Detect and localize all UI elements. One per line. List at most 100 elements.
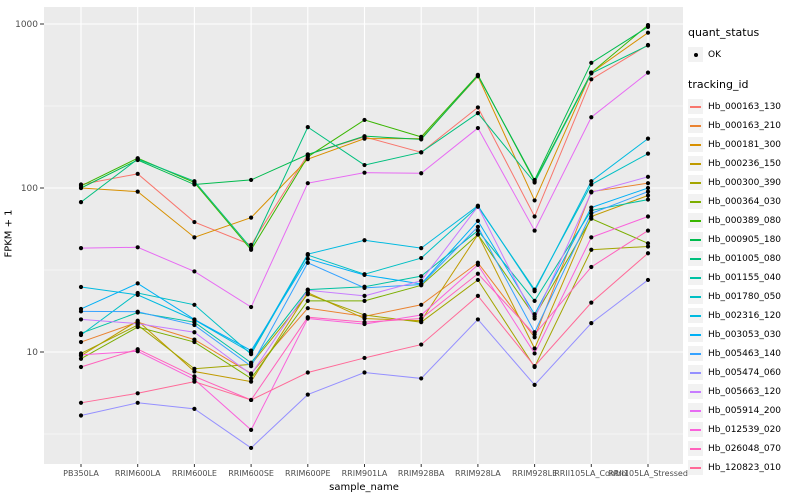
legend-item-Hb_003053_030: Hb_003053_030 — [688, 325, 798, 344]
data-point — [532, 382, 537, 388]
x-tick-label: RRIM928BA — [398, 469, 445, 478]
data-point — [475, 232, 480, 237]
legend-item-Hb_000181_300: Hb_000181_300 — [688, 135, 798, 154]
data-point — [532, 298, 537, 303]
legend-item-Hb_005914_200: Hb_005914_200 — [688, 401, 798, 420]
legend-label: Hb_000236_150 — [708, 158, 782, 169]
legend-line-icon — [690, 124, 701, 127]
data-point — [589, 300, 594, 305]
legend-key-swatch — [688, 156, 703, 171]
legend-line-icon — [690, 447, 701, 450]
data-point — [419, 171, 424, 176]
data-point — [475, 73, 480, 78]
data-point — [645, 228, 651, 233]
x-tick-label: RRIM600LA — [115, 469, 161, 478]
data-point — [78, 309, 84, 314]
data-point — [532, 312, 537, 317]
data-point — [305, 315, 310, 320]
data-point — [78, 352, 84, 358]
data-point — [589, 179, 594, 184]
legend-key-swatch — [688, 270, 703, 285]
data-point — [419, 137, 424, 142]
data-point — [589, 321, 594, 326]
data-point — [475, 277, 480, 283]
data-point — [78, 185, 84, 191]
legend-title-quant-status: quant_status — [688, 26, 760, 39]
data-point — [589, 182, 594, 187]
legend-label: Hb_005914_200 — [708, 405, 782, 416]
data-point — [305, 292, 310, 297]
data-point — [362, 355, 367, 361]
data-point — [305, 392, 310, 397]
data-point — [645, 251, 651, 256]
point-marker-icon — [693, 52, 698, 57]
data-point — [192, 179, 197, 184]
data-point — [362, 134, 367, 139]
data-point — [419, 255, 424, 261]
data-point — [419, 302, 424, 307]
data-point — [532, 228, 537, 233]
data-point — [419, 312, 424, 318]
legend-label: Hb_005663_120 — [708, 386, 782, 397]
data-point — [645, 136, 651, 141]
data-point — [135, 189, 140, 194]
legend-item-Hb_001005_080: Hb_001005_080 — [688, 249, 798, 268]
legend-key-swatch — [688, 289, 703, 304]
data-point — [249, 397, 254, 403]
legend-key-swatch — [688, 251, 703, 266]
data-point — [362, 320, 367, 325]
legend-item-Hb_026048_070: Hb_026048_070 — [688, 439, 798, 458]
data-point — [305, 370, 310, 375]
data-point — [249, 215, 254, 220]
data-point — [249, 372, 254, 377]
data-point — [78, 356, 84, 361]
data-point — [249, 177, 254, 183]
data-point — [475, 218, 480, 224]
legend-label: Hb_012539_020 — [708, 424, 782, 435]
legend-item-Hb_000163_130: Hb_000163_130 — [688, 97, 798, 116]
data-point — [419, 274, 424, 279]
data-point — [192, 269, 197, 274]
legend-item-Hb_002316_120: Hb_002316_120 — [688, 306, 798, 325]
legend-key-swatch — [688, 118, 703, 133]
data-point — [192, 366, 197, 371]
legend-label: Hb_000389_080 — [708, 215, 782, 226]
legend-label-ok: OK — [708, 49, 721, 60]
data-point — [589, 71, 594, 76]
data-point — [362, 170, 367, 175]
data-point — [135, 281, 140, 286]
data-point — [475, 228, 480, 233]
data-point — [192, 406, 197, 411]
data-point — [249, 304, 254, 310]
data-point — [532, 214, 537, 219]
legend-item-Hb_005663_120: Hb_005663_120 — [688, 382, 798, 401]
data-point — [78, 339, 84, 345]
data-point — [532, 198, 537, 203]
data-point — [362, 272, 367, 278]
data-point — [419, 150, 424, 155]
data-point — [589, 205, 594, 210]
data-point — [645, 185, 651, 191]
legend-item-Hb_001155_040: Hb_001155_040 — [688, 268, 798, 287]
data-point — [192, 339, 197, 345]
data-point — [532, 364, 537, 369]
legend-line-icon — [690, 352, 701, 355]
data-point — [475, 271, 480, 276]
legend-key-swatch — [688, 232, 703, 247]
data-point — [135, 391, 140, 396]
legend-line-icon — [690, 428, 701, 431]
data-point — [589, 190, 594, 195]
data-point — [192, 317, 197, 322]
data-point — [78, 413, 84, 418]
data-point — [645, 214, 651, 219]
x-tick-label: RRIM600SE — [228, 469, 274, 478]
legend-key-ok — [688, 47, 703, 62]
legend-item-Hb_000389_080: Hb_000389_080 — [688, 211, 798, 230]
legend-label: Hb_120823_010 — [708, 462, 782, 473]
data-point — [645, 181, 651, 186]
data-point — [589, 216, 594, 221]
legend-key-swatch — [688, 403, 703, 418]
data-point — [419, 376, 424, 381]
legend: quant_status OK tracking_id Hb_000163_13… — [688, 26, 798, 477]
